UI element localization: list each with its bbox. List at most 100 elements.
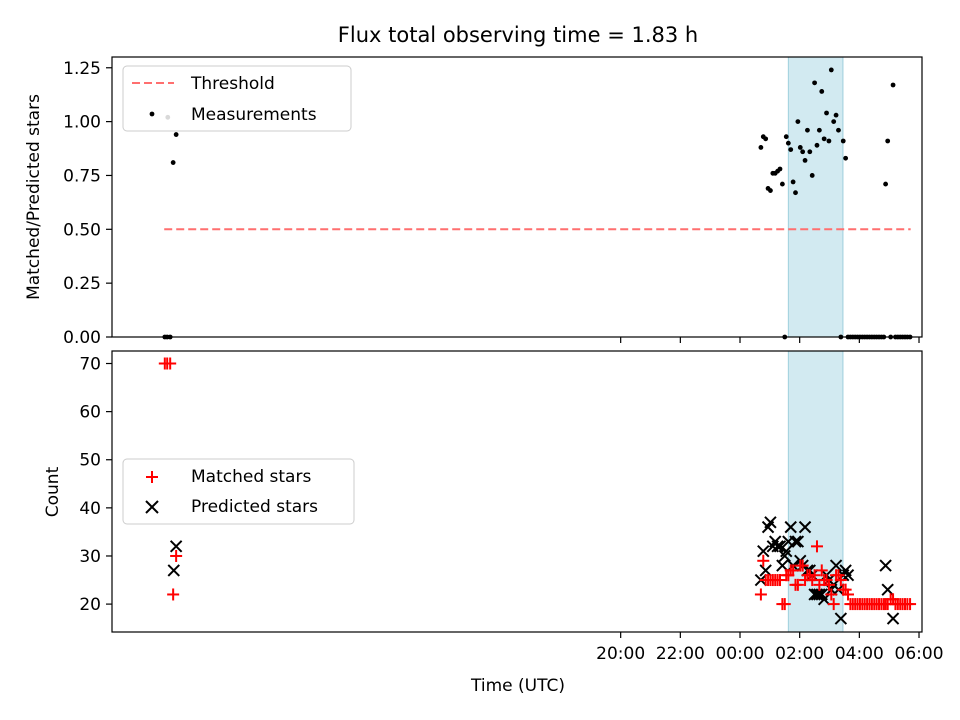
- measurement-point: [777, 166, 783, 172]
- x-tick-label: 00:00: [716, 644, 765, 664]
- ratio-y-tick-label: 0.75: [63, 166, 101, 186]
- legend-predicted-label: Predicted stars: [191, 497, 318, 517]
- legend-measurements-label: Measurements: [191, 105, 317, 125]
- matched-star-point: [773, 574, 786, 587]
- ratio-y-tick-label: 0.25: [63, 274, 101, 294]
- measurement-point: [779, 181, 785, 187]
- matched-star-point: [170, 549, 183, 562]
- matched-star-point: [754, 588, 767, 601]
- predicted-star-point: [879, 559, 892, 572]
- x-tick-label: 04:00: [835, 644, 884, 664]
- ratio-legend-box: [122, 65, 352, 132]
- ratio-y-tick-label: 1.25: [63, 59, 101, 79]
- count-legend-box: [122, 458, 355, 525]
- matched-star-point: [796, 559, 809, 572]
- predicted-star-point: [780, 544, 793, 558]
- matched-star-point: [825, 588, 838, 601]
- count-y-tick-label: 20: [79, 595, 101, 615]
- matched-star-point: [904, 598, 917, 611]
- measurement-point: [833, 112, 839, 118]
- measurement-point: [816, 127, 822, 133]
- measurement-point: [836, 127, 841, 133]
- predicted-star-point: [169, 540, 183, 553]
- ratio-plot-frame: [111, 56, 923, 338]
- count-y-ticks: 20 30 40 50 60 70: [79, 355, 112, 615]
- measurement-point: [807, 149, 813, 155]
- matched-stars-points: [158, 357, 917, 611]
- matched-star-point: [757, 554, 770, 567]
- matched-star-point: [834, 574, 847, 587]
- measurement-point: [763, 136, 769, 142]
- count-y-tick-label: 50: [79, 451, 101, 471]
- measurement-point: [802, 157, 808, 163]
- measurement-point: [788, 147, 794, 153]
- measurement-point: [800, 149, 806, 155]
- measurement-point: [785, 140, 791, 146]
- legend-matched-swatch: [146, 471, 158, 483]
- measurement-point: [826, 138, 832, 144]
- ratio-y-axis-label: Matched/Predicted stars: [24, 94, 44, 300]
- matched-star-point: [822, 578, 835, 591]
- ratio-y-tick-label: 1.00: [63, 113, 101, 133]
- matched-star-point: [778, 598, 791, 611]
- ratio-panel: 0.00 0.25 0.50 0.75 1.00 1.25 Matched/Predict…: [24, 56, 923, 348]
- measurement-point: [828, 67, 834, 73]
- ratio-y-tick-label: 0.00: [63, 328, 101, 348]
- ratio-y-ticks: 0.00 0.25 0.50 0.75 1.00 1.25: [63, 59, 112, 348]
- matched-star-point: [815, 564, 828, 577]
- matched-star-point: [810, 540, 823, 553]
- predicted-star-point: [841, 569, 855, 582]
- legend-matched-label: Matched stars: [191, 467, 311, 487]
- measurement-point: [793, 190, 798, 196]
- x-tick-label: 20:00: [596, 644, 645, 664]
- measurement-point: [814, 142, 820, 148]
- predicted-star-point: [798, 520, 812, 534]
- ratio-y-tick-label: 0.50: [63, 220, 101, 240]
- measurement-point: [885, 138, 891, 144]
- predicted-star-point: [773, 540, 787, 553]
- predicted-star-point: [757, 544, 770, 558]
- predicted-star-point: [789, 535, 802, 548]
- x-axis-label: Time (UTC): [470, 676, 565, 696]
- x-tick-label: 22:00: [656, 644, 705, 664]
- measurement-point: [795, 119, 801, 125]
- predicted-star-point: [167, 564, 180, 577]
- count-plot-frame: [111, 350, 923, 633]
- count-legend: Matched stars Predicted stars: [122, 458, 355, 525]
- legend-predicted-swatch: [145, 500, 159, 514]
- count-y-tick-label: 40: [79, 499, 101, 519]
- predicted-star-point: [759, 564, 772, 577]
- measurement-point: [883, 181, 889, 187]
- measurement-point: [783, 134, 789, 140]
- matched-star-point: [164, 357, 177, 370]
- measurement-point: [173, 132, 179, 137]
- count-x-ticks: 20:00 22:00 00:00 02:00 04:00 06:00: [596, 632, 944, 664]
- measurement-point: [758, 145, 764, 150]
- predicted-star-point: [771, 540, 784, 553]
- measurement-point: [819, 89, 825, 94]
- chart-title: Flux total observing time = 1.83 h: [338, 23, 698, 47]
- matched-star-point: [167, 588, 180, 601]
- predicted-star-point: [791, 535, 805, 548]
- predicted-star-point: [834, 612, 848, 625]
- measurement-point: [831, 119, 837, 125]
- measurement-point: [805, 127, 810, 133]
- predicted-star-point: [784, 520, 797, 534]
- measurement-point: [812, 80, 817, 86]
- measurement-point: [821, 136, 827, 142]
- predicted-star-point: [886, 612, 900, 625]
- measurement-point: [768, 188, 773, 193]
- matched-star-point: [791, 578, 804, 591]
- measurement-point: [797, 145, 803, 150]
- matched-star-point: [808, 569, 821, 582]
- count-y-axis-label: Count: [43, 466, 63, 517]
- measurement-point: [824, 110, 829, 116]
- measurement-point: [170, 160, 176, 165]
- ratio-shaded-interval: [787, 56, 844, 338]
- x-tick-label: 06:00: [895, 644, 944, 664]
- matched-star-point: [842, 588, 855, 601]
- legend-threshold-label: Threshold: [190, 74, 275, 94]
- count-panel: 20 30 40 50 60 70 20:00 22:00 00:00 02:00 04:00 06…: [43, 350, 944, 696]
- predicted-star-point: [764, 516, 777, 529]
